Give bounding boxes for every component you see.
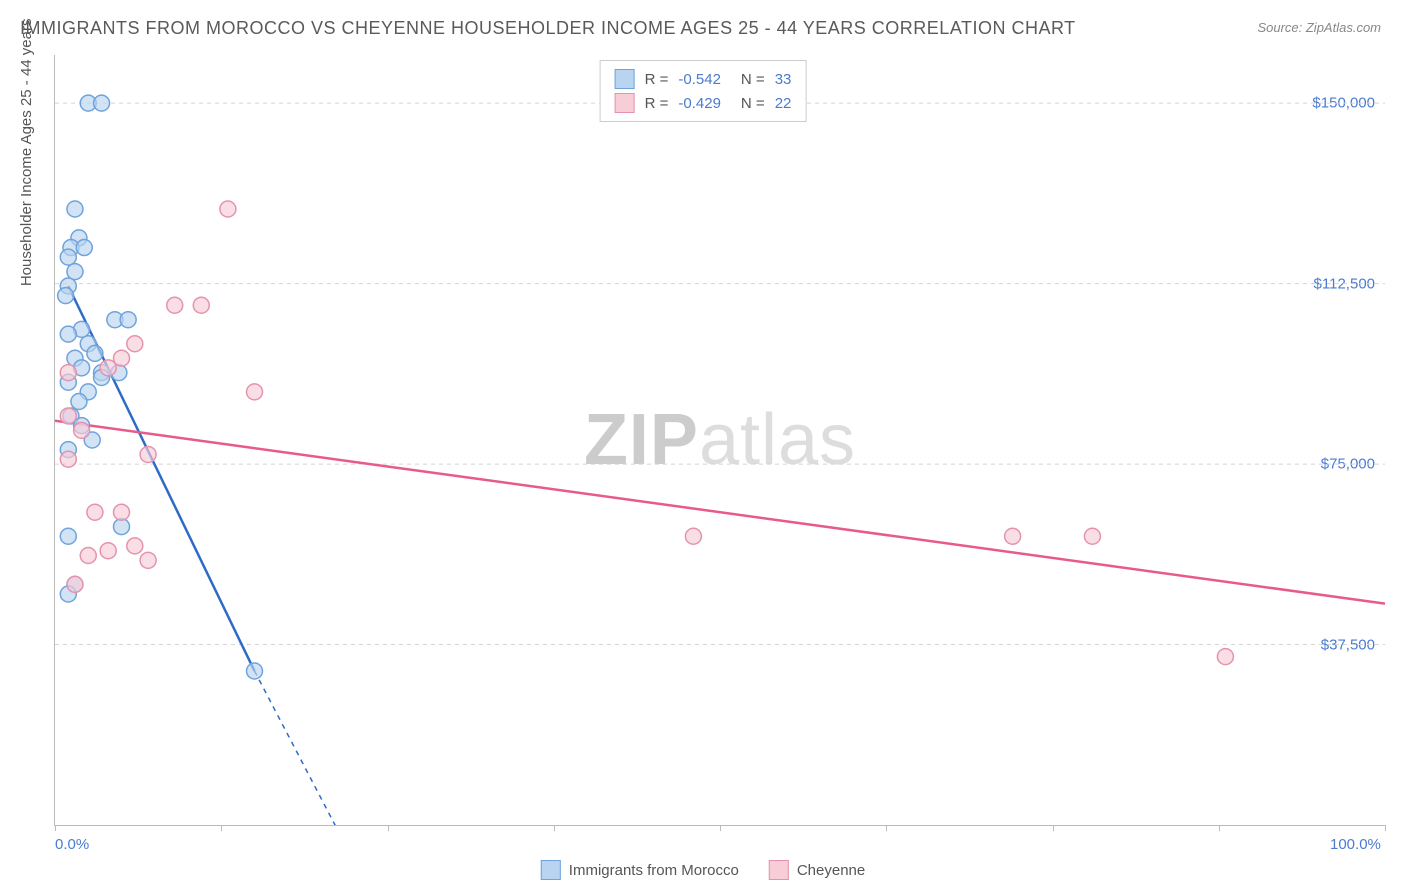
data-point: [247, 663, 263, 679]
data-point: [87, 345, 103, 361]
data-point: [220, 201, 236, 217]
data-point: [74, 422, 90, 438]
data-point: [114, 519, 130, 535]
scatter-svg: [55, 55, 1385, 825]
data-point: [60, 408, 76, 424]
data-point: [87, 504, 103, 520]
data-point: [60, 326, 76, 342]
data-point: [60, 249, 76, 265]
data-point: [58, 288, 74, 304]
chart-title: IMMIGRANTS FROM MOROCCO VS CHEYENNE HOUS…: [20, 18, 1076, 39]
data-point: [140, 446, 156, 462]
legend-row: R =-0.542N =33: [615, 67, 792, 91]
data-point: [67, 576, 83, 592]
source-credit: Source: ZipAtlas.com: [1257, 20, 1381, 35]
data-point: [193, 297, 209, 313]
x-tick-label: 100.0%: [1330, 836, 1381, 853]
data-point: [80, 548, 96, 564]
data-point: [67, 264, 83, 280]
data-point: [60, 528, 76, 544]
data-point: [685, 528, 701, 544]
data-point: [100, 543, 116, 559]
data-point: [100, 360, 116, 376]
data-point: [140, 552, 156, 568]
chart-plot-area: ZIPatlas $37,500$75,000$112,500$150,000 …: [54, 55, 1385, 826]
data-point: [60, 365, 76, 381]
data-point: [127, 336, 143, 352]
data-point: [120, 312, 136, 328]
data-point: [1005, 528, 1021, 544]
correlation-legend: R =-0.542N =33R =-0.429N =22: [600, 60, 807, 122]
x-tick-label: 0.0%: [55, 836, 89, 853]
data-point: [71, 394, 87, 410]
data-point: [247, 384, 263, 400]
data-point: [167, 297, 183, 313]
data-point: [1217, 649, 1233, 665]
data-point: [1084, 528, 1100, 544]
data-point: [114, 504, 130, 520]
data-point: [76, 240, 92, 256]
y-axis-label: Householder Income Ages 25 - 44 years: [18, 19, 35, 287]
legend-row: R =-0.429N =22: [615, 91, 792, 115]
data-point: [94, 95, 110, 111]
legend-item: Immigrants from Morocco: [541, 860, 739, 880]
series-legend: Immigrants from Morocco Cheyenne: [541, 860, 865, 880]
data-point: [67, 201, 83, 217]
data-point: [127, 538, 143, 554]
legend-item: Cheyenne: [769, 860, 865, 880]
data-point: [60, 451, 76, 467]
